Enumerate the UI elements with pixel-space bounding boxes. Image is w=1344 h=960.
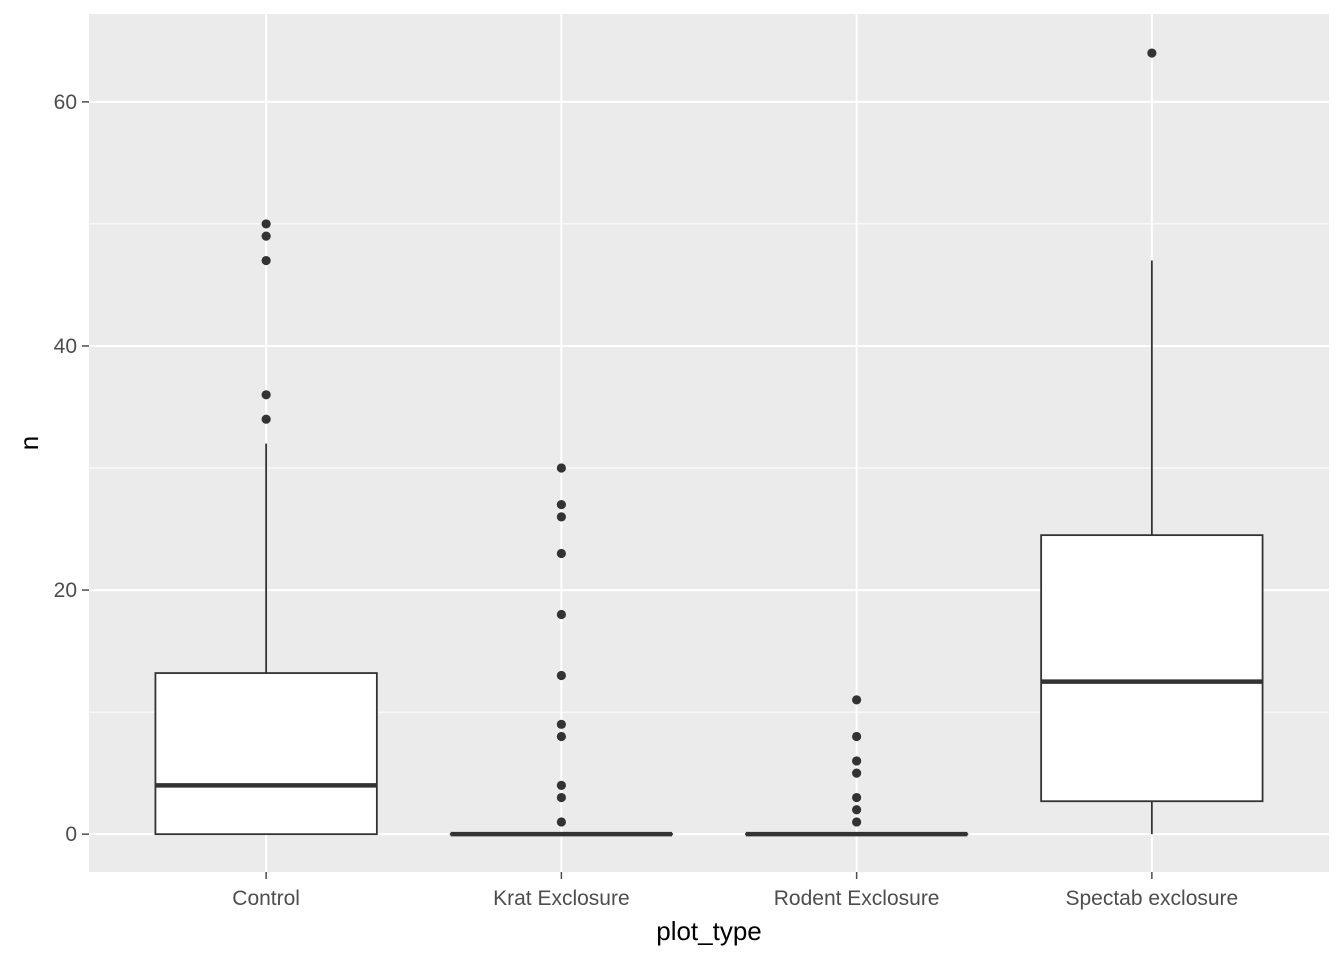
outlier-point [261, 219, 271, 229]
x-tick-label: Krat Exclosure [493, 887, 630, 910]
x-tick-label: Rodent Exclosure [774, 887, 940, 910]
outlier-point [556, 670, 566, 681]
outlier-point [556, 512, 566, 522]
outlier-point [852, 695, 862, 705]
outlier-point [556, 792, 566, 803]
outlier-point [556, 780, 566, 790]
outlier-point [556, 548, 566, 559]
y-axis-title: n [14, 436, 44, 450]
outlier-point [261, 390, 271, 400]
outlier-point [261, 231, 271, 241]
boxes [154, 48, 1264, 837]
outlier-point [556, 500, 566, 510]
outlier-point [852, 792, 862, 803]
outlier-point [1147, 48, 1157, 58]
y-tick-label: 60 [54, 91, 77, 114]
outlier-point [556, 609, 566, 620]
outlier-point [556, 719, 566, 729]
box-group [745, 695, 969, 837]
box-group [154, 219, 378, 836]
y-tick-label: 40 [54, 335, 77, 358]
box-iqr [154, 672, 378, 836]
outlier-point [852, 731, 862, 742]
outlier-point [261, 414, 271, 424]
box-iqr [1040, 534, 1264, 803]
outlier-point [852, 805, 862, 815]
axes: 0 20 40 60 Control Krat Exclosure Rodent Exclo… [54, 91, 1239, 910]
outlier-point [852, 817, 862, 827]
outlier-point [556, 731, 566, 742]
x-tick-label: Spectab exclosure [1065, 887, 1238, 910]
box-group [449, 463, 673, 837]
outlier-point [261, 255, 271, 266]
outlier-point [852, 768, 862, 778]
y-tick-label: 20 [54, 579, 77, 602]
outlier-point [556, 463, 566, 473]
x-axis-title: plot_type [656, 916, 762, 946]
outlier-point [852, 756, 862, 766]
x-tick-label: Control [232, 887, 300, 910]
box-group [1040, 48, 1264, 835]
outlier-point [556, 817, 566, 827]
y-tick-label: 0 [65, 823, 77, 846]
